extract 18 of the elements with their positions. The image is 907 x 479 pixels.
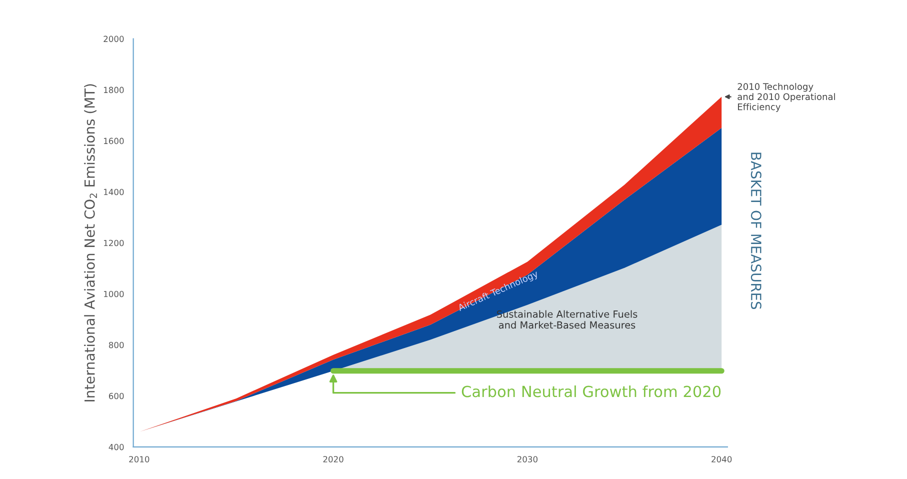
text: BASKET OF MEASURES xyxy=(750,152,762,310)
y-tick-label: 1600 xyxy=(104,138,124,144)
annotation: 2010 Technology and 2010 Operational Efficiency xyxy=(738,82,835,112)
x-tick-label: 2020 xyxy=(323,456,344,462)
y-tick-label: 1000 xyxy=(104,290,124,298)
y-tick-label: 600 xyxy=(108,392,124,400)
y-tick-label: 1400 xyxy=(104,188,124,196)
y-tick-label: 2000 xyxy=(104,36,124,42)
y-axis-title: International Aviation Net CO$_{2}$ Emissions (MT) xyxy=(84,84,97,402)
y-tick-label: 400 xyxy=(108,444,124,450)
x-tick-label: 2040 xyxy=(712,456,732,462)
y-tick-label: 1200 xyxy=(104,240,124,246)
x-tick-label: 2010 xyxy=(129,456,150,462)
x-tick-label: 2030 xyxy=(517,456,538,462)
y-tick-label: 1800 xyxy=(104,86,124,94)
y-tick-label: 800 xyxy=(108,342,124,348)
annotation: Sustainable Alternative Fuels and Market-Based Measures xyxy=(496,310,638,329)
annotation: Carbon Neutral Growth from 2020 xyxy=(462,385,721,398)
